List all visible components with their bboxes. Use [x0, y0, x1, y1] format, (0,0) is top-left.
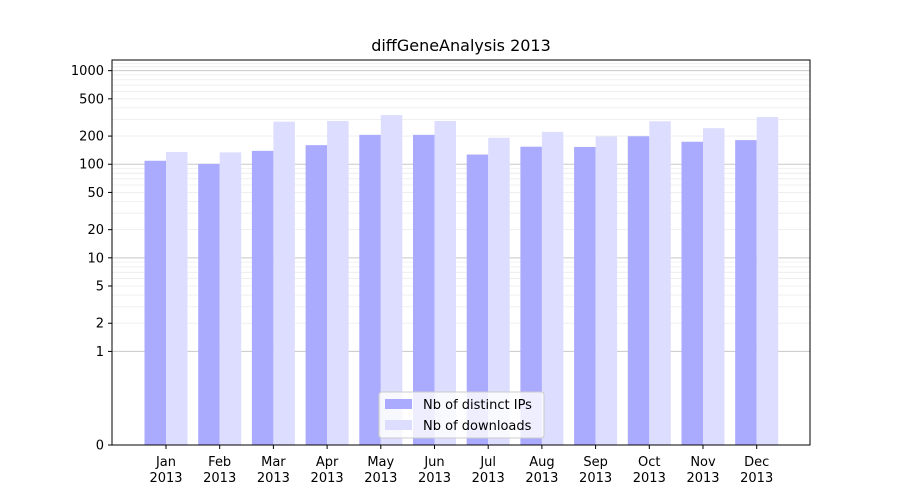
legend: Nb of distinct IPs Nb of downloads — [378, 391, 545, 439]
bar — [327, 120, 349, 445]
x-tick-label-month: Jan — [155, 455, 176, 470]
x-tick-label-year: 2013 — [525, 471, 558, 486]
bar — [681, 141, 703, 445]
y-tick-label: 1 — [96, 345, 104, 360]
bar — [219, 152, 242, 445]
x-tick-label-month: Apr — [316, 455, 339, 470]
bar — [434, 120, 456, 445]
x-tick-label-year: 2013 — [686, 471, 719, 486]
plot-frame — [111, 59, 811, 446]
x-tick-label-month: Sep — [583, 455, 608, 470]
bar — [305, 145, 328, 445]
x-tick-label-year: 2013 — [203, 471, 236, 486]
y-tick-label: 200 — [79, 130, 104, 145]
x-tick-label-month: Mar — [261, 455, 286, 470]
y-tick-label: 5 — [96, 280, 104, 295]
x-tick-label-month: Dec — [744, 455, 769, 470]
x-tick-label-month: Nov — [690, 455, 716, 470]
bar — [380, 115, 403, 446]
bar — [735, 140, 757, 446]
x-tick-label-year: 2013 — [633, 471, 666, 486]
bar — [466, 154, 489, 445]
bar — [595, 136, 618, 445]
y-tick-label: 1000 — [71, 64, 104, 79]
bar — [627, 136, 650, 446]
x-axis: Jan2013Feb2013Mar2013Apr2013May2013Jun20… — [149, 445, 773, 486]
y-tick-label: 100 — [79, 158, 104, 173]
legend-box — [378, 391, 545, 439]
legend-label: Nb of distinct IPs — [423, 398, 532, 413]
x-tick-label-year: 2013 — [257, 471, 290, 486]
x-tick-label-month: Jun — [423, 455, 444, 470]
bar — [166, 152, 188, 445]
bar — [541, 131, 564, 445]
legend-label: Nb of downloads — [423, 419, 532, 434]
bar — [273, 121, 295, 446]
x-tick-label-month: Oct — [638, 455, 660, 470]
bar — [251, 150, 274, 445]
x-tick-label-month: May — [367, 455, 394, 470]
x-tick-label-year: 2013 — [149, 471, 182, 486]
bar — [756, 116, 779, 446]
chart-title: diffGeneAnalysis 2013 — [371, 36, 551, 55]
y-tick-label: 50 — [87, 186, 104, 201]
x-tick-label-month: Aug — [529, 455, 554, 470]
x-tick-label-year: 2013 — [311, 471, 344, 486]
bars — [144, 115, 779, 446]
legend-swatch — [385, 399, 412, 409]
y-tick-label: 500 — [79, 92, 104, 107]
bar — [359, 134, 381, 446]
x-tick-label-month: Jul — [479, 455, 496, 470]
bar — [520, 146, 542, 446]
bar — [413, 134, 435, 446]
x-tick-label-year: 2013 — [740, 471, 773, 486]
x-tick-label-year: 2013 — [472, 471, 505, 486]
x-tick-label-month: Feb — [208, 455, 231, 470]
x-tick-label-year: 2013 — [579, 471, 612, 486]
bar — [703, 128, 725, 445]
y-tick-label: 10 — [87, 251, 104, 266]
legend-swatch — [385, 420, 412, 430]
bar — [144, 160, 166, 446]
y-tick-label: 20 — [87, 223, 104, 238]
bar — [488, 137, 510, 445]
x-tick-label-year: 2013 — [418, 471, 451, 486]
y-tick-label: 2 — [96, 317, 104, 332]
bar — [649, 121, 671, 445]
y-tick-label: 0 — [96, 439, 104, 454]
y-axis: 0 1 2 5 10 20 50 100 200 500 1000 — [71, 64, 112, 454]
bar — [198, 163, 220, 445]
bar — [574, 146, 596, 446]
x-tick-label-year: 2013 — [364, 471, 397, 486]
